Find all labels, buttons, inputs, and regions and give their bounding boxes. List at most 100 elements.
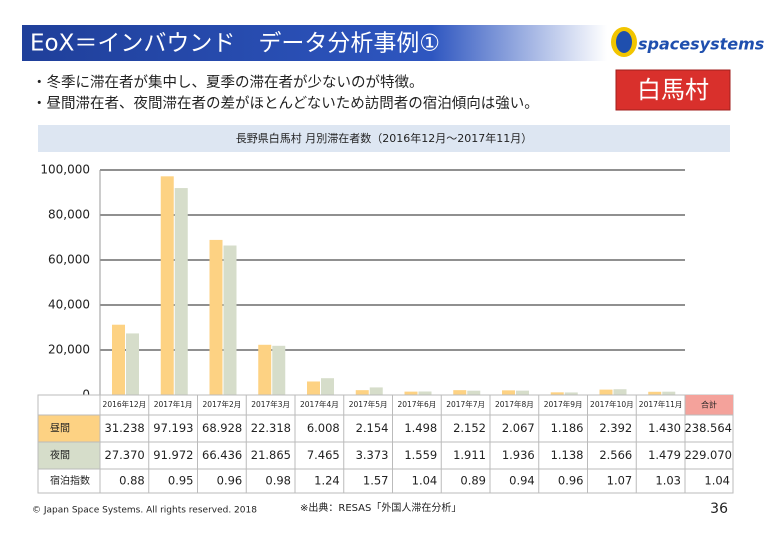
table-cell: 31.238: [105, 421, 145, 435]
table-cell: 2.152: [453, 421, 486, 435]
x-tick-label: 2017年11月: [639, 399, 683, 409]
bar: [516, 390, 529, 395]
table-cell: 22.318: [251, 421, 291, 435]
table-cell: 1.479: [648, 448, 681, 462]
table-cell: 91.972: [153, 448, 193, 462]
bar: [418, 391, 432, 395]
table-total: 238.564: [684, 421, 732, 435]
table-cell: 0.96: [217, 474, 243, 488]
bar: [223, 245, 237, 395]
x-tick-label: 2017年9月: [544, 399, 583, 409]
row-label: 宿泊指数: [50, 474, 90, 487]
bar: [648, 391, 662, 395]
y-tick-label: 100,000: [40, 163, 90, 177]
y-tick-label: 40,000: [48, 298, 90, 312]
bar: [160, 176, 174, 395]
bar: [599, 389, 613, 395]
bar: [112, 324, 125, 395]
table-total: 229.070: [684, 448, 732, 462]
table-cell: 0.94: [509, 474, 535, 488]
x-tick-label: 2017年2月: [202, 399, 241, 409]
header-title: EoX＝インバウンド データ分析事例①: [30, 31, 440, 57]
bar: [662, 391, 676, 395]
logo-text: spacesystems: [638, 35, 764, 54]
bullet: ・昼間滞在者、夜間滞在者の差がほとんどないため訪問者の宿泊傾向は強い。: [32, 95, 539, 112]
bar: [369, 387, 383, 395]
bar: [453, 390, 467, 395]
table-cell: 1.04: [412, 474, 438, 488]
y-tick-label: 60,000: [48, 253, 90, 267]
table-cell: 1.186: [551, 421, 584, 435]
bar: [404, 391, 418, 395]
x-tick-label: 2017年3月: [251, 399, 290, 409]
table-cell: 27.370: [105, 448, 145, 462]
x-tick-label: 2016年12月: [103, 399, 147, 409]
table-cell: 1.911: [453, 448, 486, 462]
y-tick-label: 20,000: [48, 343, 90, 357]
header-bar: [22, 25, 607, 61]
x-tick-label: 2017年4月: [300, 399, 339, 409]
table-cell: 1.430: [648, 421, 681, 435]
table-cell: 0.88: [119, 474, 145, 488]
table-cell: 2.067: [502, 421, 535, 435]
chart-title-bar: [38, 125, 730, 152]
table-cell: 2.154: [356, 421, 389, 435]
table-cell: 3.373: [356, 448, 389, 462]
total-header: 合計: [701, 400, 717, 410]
table-cell: 0.89: [460, 474, 486, 488]
row-label-cell: [37, 468, 101, 494]
table-cell: 1.07: [607, 474, 633, 488]
table-cell: 6.008: [307, 421, 340, 435]
bar: [321, 378, 334, 395]
x-tick-label: 2017年8月: [495, 399, 534, 409]
source: ※出典：RESAS「外国人滞在分析」: [300, 501, 461, 514]
table-cell: 1.24: [314, 474, 340, 488]
bar: [126, 333, 139, 395]
x-tick-label: 2017年6月: [397, 399, 436, 409]
table-cell: 1.57: [363, 474, 389, 488]
x-tick-label: 2017年10月: [590, 399, 634, 409]
x-tick-label: 2017年7月: [446, 399, 485, 409]
bar: [467, 390, 481, 395]
table-total: 1.04: [704, 474, 730, 488]
table-cell: 0.96: [558, 474, 584, 488]
badge: 白馬村: [637, 76, 709, 104]
bar: [550, 392, 564, 395]
table-cell: 2.392: [599, 421, 632, 435]
row-label-cell: [37, 441, 101, 470]
table-cell: 97.193: [153, 421, 193, 435]
table-cell: 21.865: [251, 448, 291, 462]
table-cell: 0.98: [265, 474, 291, 488]
bar: [209, 239, 223, 395]
table-cell: 0.95: [168, 474, 194, 488]
y-tick-label: 80,000: [48, 208, 90, 222]
bullet: ・冬季に滞在者が集中し、夏季の滞在者が少ないのが特徴。: [32, 74, 424, 91]
row-label: 昼間: [50, 423, 70, 435]
bar: [613, 389, 627, 395]
table-cell: 68.928: [202, 421, 242, 435]
table-cell: 1.138: [551, 448, 584, 462]
bar: [355, 390, 369, 395]
bar: [307, 381, 320, 395]
bar: [564, 392, 578, 395]
bar: [174, 188, 188, 395]
table-cell: 1.03: [655, 474, 681, 488]
copyright: © Japan Space Systems. All rights reserv…: [32, 506, 257, 516]
table-cell: 2.566: [599, 448, 632, 462]
x-tick-label: 2017年1月: [154, 399, 193, 409]
table-cell: 1.498: [404, 421, 437, 435]
badge-box: [615, 69, 731, 111]
table-cell: 1.936: [502, 448, 535, 462]
chart-title: 長野県白馬村 月別滞在者数（2016年12月～2017年11月）: [236, 131, 532, 145]
table-cell: 7.465: [307, 448, 340, 462]
table-cell: 1.559: [404, 448, 437, 462]
x-tick-label: 2017年5月: [349, 399, 388, 409]
bar: [272, 345, 286, 395]
row-label: 夜間: [50, 449, 70, 462]
logo: spacesystems: [611, 27, 764, 57]
bar: [258, 344, 272, 395]
bar: [502, 390, 515, 395]
page-number: 36: [710, 501, 728, 517]
table-cell: 66.436: [202, 448, 242, 462]
